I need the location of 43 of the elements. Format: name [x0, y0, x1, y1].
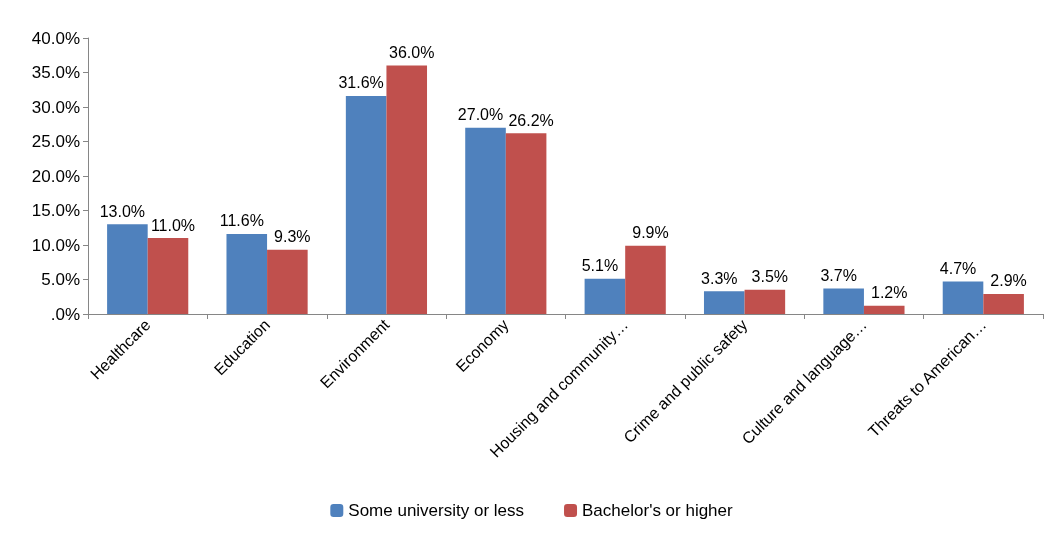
bar — [625, 245, 666, 314]
data-label: 3.5% — [751, 268, 789, 286]
bar — [983, 293, 1024, 314]
data-label: 11.0% — [150, 216, 196, 234]
bar — [863, 305, 905, 314]
data-label: 2.9% — [990, 272, 1027, 290]
bar — [584, 278, 626, 314]
y-tick-label: 5.0% — [41, 270, 80, 289]
bar — [942, 281, 984, 314]
data-label: 4.7% — [939, 260, 977, 278]
bar — [465, 127, 506, 314]
data-label: 26.2% — [508, 111, 554, 129]
bar — [703, 291, 745, 314]
data-label: 13.0% — [99, 202, 146, 220]
data-label: 36.0% — [389, 44, 435, 62]
y-tick-label: 25.0% — [31, 132, 80, 151]
legend-label: Bachelor's or higher — [582, 501, 734, 520]
y-tick-label: 35.0% — [31, 63, 80, 82]
bar — [505, 133, 547, 314]
data-label: 5.1% — [581, 257, 619, 275]
data-label: 9.3% — [274, 228, 311, 246]
y-tick-label: 40.0% — [31, 28, 80, 48]
data-label: 3.7% — [820, 266, 857, 284]
y-tick-label: 15.0% — [31, 201, 80, 220]
data-label: 31.6% — [338, 74, 384, 92]
data-label: 1.2% — [871, 284, 908, 302]
y-tick-label: 30.0% — [31, 97, 80, 117]
data-label: 11.6% — [219, 212, 264, 230]
data-label: 9.9% — [632, 224, 669, 242]
bar — [744, 289, 786, 314]
bar — [226, 233, 268, 314]
bar — [147, 238, 189, 314]
bar — [386, 65, 428, 314]
data-label: 27.0% — [457, 106, 504, 124]
bar — [267, 249, 308, 314]
y-tick-label: 10.0% — [31, 235, 80, 255]
legend-label: Some university or less — [348, 501, 525, 520]
bar — [107, 224, 148, 314]
bar — [823, 288, 864, 314]
data-label: 3.3% — [701, 269, 738, 287]
y-tick-label: 20.0% — [31, 166, 80, 186]
bar — [345, 95, 387, 314]
y-tick-label: .0% — [50, 304, 80, 324]
